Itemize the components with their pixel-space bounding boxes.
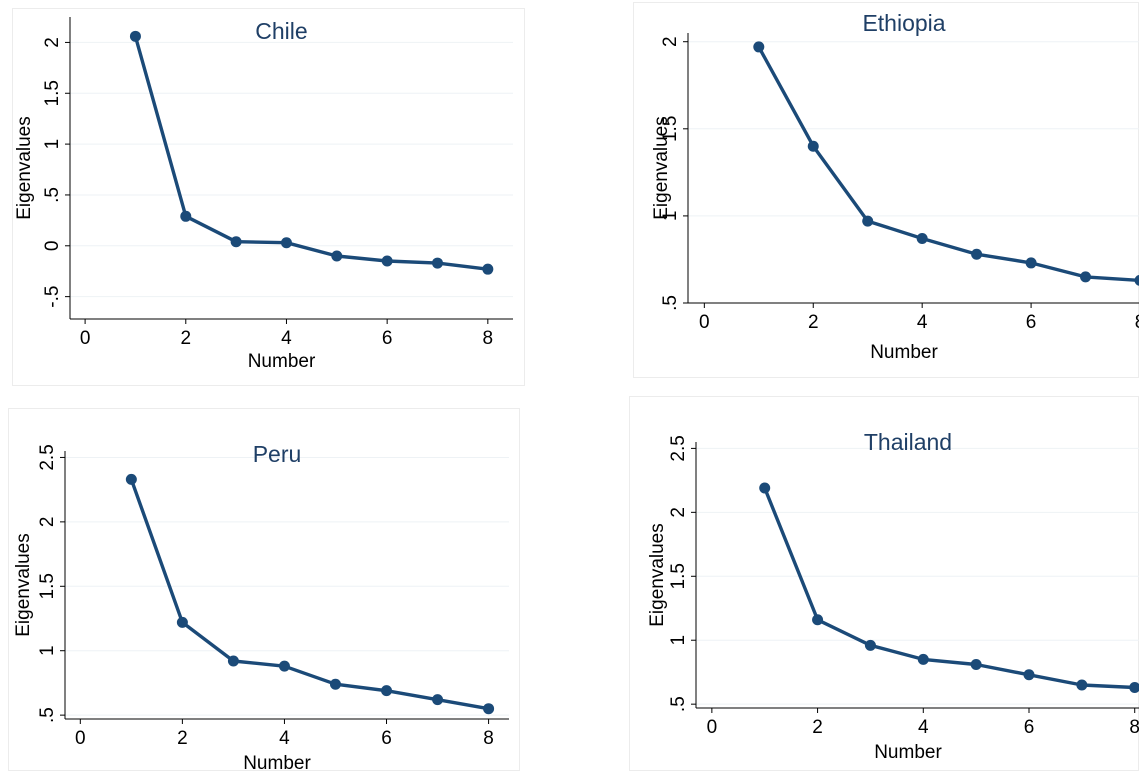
- data-point: [1024, 669, 1035, 680]
- chart-peru: .5 1 1.5 2 2.5 0 2 4 6 8 Peru Number Eigenvalues: [9, 409, 521, 772]
- y-tick-label: .5: [668, 696, 689, 712]
- data-point: [753, 41, 764, 52]
- x-tick-label: 6: [382, 328, 393, 349]
- data-point: [808, 141, 819, 152]
- y-tick-label: 2: [42, 37, 63, 48]
- data-point: [862, 216, 873, 227]
- x-axis-label: Number: [248, 351, 316, 372]
- data-point: [917, 233, 928, 244]
- series-line: [135, 36, 487, 269]
- x-tick-label: 4: [917, 312, 928, 333]
- x-tick-label: 8: [1129, 717, 1139, 738]
- y-tick-label: 2.5: [37, 444, 58, 470]
- data-point: [382, 256, 393, 267]
- data-point: [381, 685, 392, 696]
- data-point: [130, 31, 141, 42]
- y-tick-label: .5: [42, 187, 63, 203]
- data-point: [483, 703, 494, 714]
- y-axis-label: Eigenvalues: [651, 116, 672, 220]
- y-tick-label: 1: [668, 635, 689, 646]
- x-axis-label: Number: [870, 342, 938, 363]
- x-tick-label: 6: [1026, 312, 1037, 333]
- data-point: [180, 211, 191, 222]
- y-tick-label: .5: [37, 707, 58, 723]
- y-tick-label: 0: [42, 240, 63, 251]
- data-point: [279, 661, 290, 672]
- x-axis-label: Number: [243, 753, 311, 772]
- y-tick-label: 2.5: [668, 435, 689, 461]
- data-point: [1080, 271, 1091, 282]
- x-tick-label: 0: [707, 717, 718, 738]
- chart-panel-thailand: .5 1 1.5 2 2.5 0 2 4 6 8 Thailand Number Eigenvalues: [629, 396, 1139, 771]
- data-point: [971, 659, 982, 670]
- y-tick-label: 1.5: [37, 573, 58, 599]
- y-tick-label: -.5: [42, 286, 63, 308]
- data-point: [1135, 275, 1139, 286]
- data-point: [330, 679, 341, 690]
- data-point: [918, 654, 929, 665]
- data-point: [177, 617, 188, 628]
- x-tick-label: 6: [381, 728, 392, 749]
- x-tick-label: 4: [279, 728, 290, 749]
- data-point: [231, 236, 242, 247]
- y-axis-label: Eigenvalues: [13, 533, 34, 637]
- chart-title-peru: Peru: [253, 441, 302, 467]
- data-point: [432, 694, 443, 705]
- data-point: [432, 258, 443, 269]
- series-line: [759, 47, 1139, 281]
- chart-ethiopia: .511.5202468EthiopiaNumberEigenvalues: [634, 3, 1139, 379]
- chart-title-ethiopia: Ethiopia: [862, 10, 945, 36]
- data-point: [482, 264, 493, 275]
- y-tick-label: 2: [668, 507, 689, 518]
- x-tick-label: 2: [812, 717, 823, 738]
- y-tick-label: 1.5: [42, 80, 63, 106]
- chart-title-chile: Chile: [255, 18, 307, 44]
- y-tick-label: 1: [37, 645, 58, 656]
- y-axis-label: Eigenvalues: [14, 116, 35, 220]
- x-tick-label: 2: [180, 328, 191, 349]
- series-line: [131, 479, 488, 708]
- x-tick-label: 2: [177, 728, 188, 749]
- x-tick-label: 4: [918, 717, 929, 738]
- y-tick-label: 1.5: [668, 563, 689, 589]
- data-point: [759, 483, 770, 494]
- chart-title-thailand: Thailand: [864, 429, 952, 455]
- x-axis-label: Number: [874, 742, 942, 763]
- x-tick-label: 6: [1024, 717, 1035, 738]
- x-tick-label: 4: [281, 328, 292, 349]
- chart-panel-peru: .5 1 1.5 2 2.5 0 2 4 6 8 Peru Number Eigenvalues: [8, 408, 520, 771]
- y-tick-label: 1: [42, 139, 63, 150]
- y-tick-label: 2: [37, 517, 58, 528]
- x-tick-label: 8: [1135, 312, 1139, 333]
- y-axis-label: Eigenvalues: [647, 523, 668, 627]
- chart-panel-chile: -.5 0 .5 1 1.5 2 0 2 4 6 8 Chile Number Eigenvalues: [12, 8, 525, 386]
- y-tick-label: 2: [660, 36, 681, 47]
- data-point: [1026, 257, 1037, 268]
- x-tick-label: 2: [808, 312, 819, 333]
- data-point: [1129, 682, 1139, 693]
- data-point: [865, 640, 876, 651]
- data-point: [228, 656, 239, 667]
- y-tick-label: .5: [660, 295, 681, 311]
- chart-panel-ethiopia: .511.5202468EthiopiaNumberEigenvalues: [633, 2, 1139, 378]
- data-point: [331, 250, 342, 261]
- chart-chile: -.5 0 .5 1 1.5 2 0 2 4 6 8 Chile Number Eigenvalues: [13, 9, 526, 387]
- x-tick-label: 0: [699, 312, 710, 333]
- data-point: [971, 249, 982, 260]
- x-tick-label: 0: [80, 328, 91, 349]
- data-point: [281, 237, 292, 248]
- x-tick-label: 8: [483, 328, 494, 349]
- chart-thailand: .5 1 1.5 2 2.5 0 2 4 6 8 Thailand Number Eigenvalues: [630, 397, 1139, 772]
- data-point: [1076, 679, 1087, 690]
- series-line: [765, 488, 1135, 688]
- x-tick-label: 0: [75, 728, 86, 749]
- x-tick-label: 8: [483, 728, 494, 749]
- data-point: [812, 614, 823, 625]
- data-point: [126, 474, 137, 485]
